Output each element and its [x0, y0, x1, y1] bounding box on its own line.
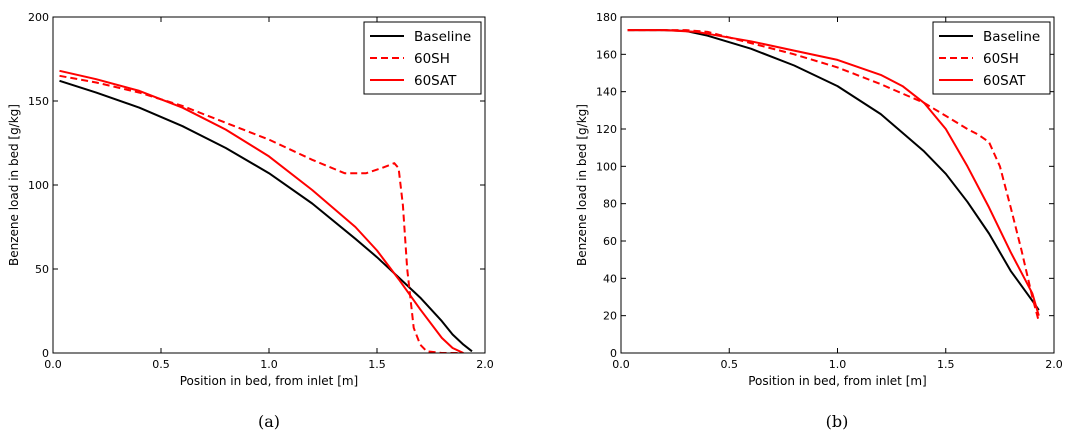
y-tick-label: 20: [603, 310, 617, 323]
x-tick-label: 0.5: [152, 358, 170, 371]
x-tick-label: 2.0: [476, 358, 494, 371]
y-tick-label: 150: [28, 95, 49, 108]
chart-panel-a: 0.0 0.5 1.0 1.5 2.0 0 50 100 150 200 Position in b…: [7, 11, 494, 431]
y-axis-label: Benzene load in bed [g/kg]: [7, 104, 21, 266]
y-tick-label: 40: [603, 272, 617, 285]
legend-label-60sh: 60SH: [983, 51, 1019, 67]
x-tick-label: 0.5: [721, 358, 739, 371]
x-axis-label: Position in bed, from inlet [m]: [748, 374, 927, 388]
y-tick-label: 180: [596, 11, 617, 24]
y-tick-label: 160: [596, 48, 617, 61]
panel-caption: (a): [258, 412, 280, 431]
legend-label-60sat: 60SAT: [414, 73, 457, 89]
series-line-60sh: [627, 29, 1040, 322]
y-axis: 0 20 40 60 80 100 120 140 160 180: [596, 11, 1054, 360]
y-tick-label: 0: [610, 347, 617, 360]
chart-panel-b: 0.0 0.5 1.0 1.5 2.0 0 20 40 60 80 100 120 140 160 180 P…: [575, 11, 1063, 431]
x-tick-label: 1.0: [829, 358, 847, 371]
legend-label-baseline: Baseline: [414, 29, 471, 45]
x-tick-label: 0.0: [612, 358, 630, 371]
series-group: [627, 29, 1040, 322]
legend: Baseline 60SH 60SAT: [363, 21, 482, 95]
legend: Baseline 60SH 60SAT: [932, 21, 1051, 95]
legend-box: [932, 21, 1051, 95]
x-axis-label: Position in bed, from inlet [m]: [180, 374, 359, 388]
panel-caption: (b): [826, 412, 849, 431]
x-tick-label: 1.0: [260, 358, 278, 371]
x-tick-label: 1.5: [368, 358, 386, 371]
x-tick-label: 2.0: [1045, 358, 1063, 371]
y-tick-label: 100: [28, 179, 49, 192]
y-tick-label: 50: [35, 263, 49, 276]
x-tick-label: 1.5: [937, 358, 955, 371]
x-tick-label: 0.0: [44, 358, 62, 371]
y-tick-label: 100: [596, 160, 617, 173]
x-axis: 0.0 0.5 1.0 1.5 2.0: [612, 17, 1063, 371]
y-tick-label: 0: [42, 347, 49, 360]
y-axis: 0 50 100 150 200: [28, 11, 485, 360]
y-tick-label: 80: [603, 198, 617, 211]
legend-label-60sat: 60SAT: [983, 73, 1026, 89]
y-axis-label: Benzene load in bed [g/kg]: [575, 104, 589, 266]
series-line-baseline: [59, 79, 473, 353]
series-line-60sh: [59, 74, 464, 353]
series-group: [59, 69, 473, 353]
y-tick-label: 140: [596, 86, 617, 99]
series-line-60sat: [59, 69, 464, 353]
legend-label-baseline: Baseline: [983, 29, 1040, 45]
y-tick-label: 60: [603, 235, 617, 248]
y-tick-label: 120: [596, 123, 617, 136]
series-line-60sat: [627, 29, 1040, 316]
y-tick-label: 200: [28, 11, 49, 24]
x-axis: 0.0 0.5 1.0 1.5 2.0: [44, 17, 494, 371]
legend-label-60sh: 60SH: [414, 51, 450, 67]
